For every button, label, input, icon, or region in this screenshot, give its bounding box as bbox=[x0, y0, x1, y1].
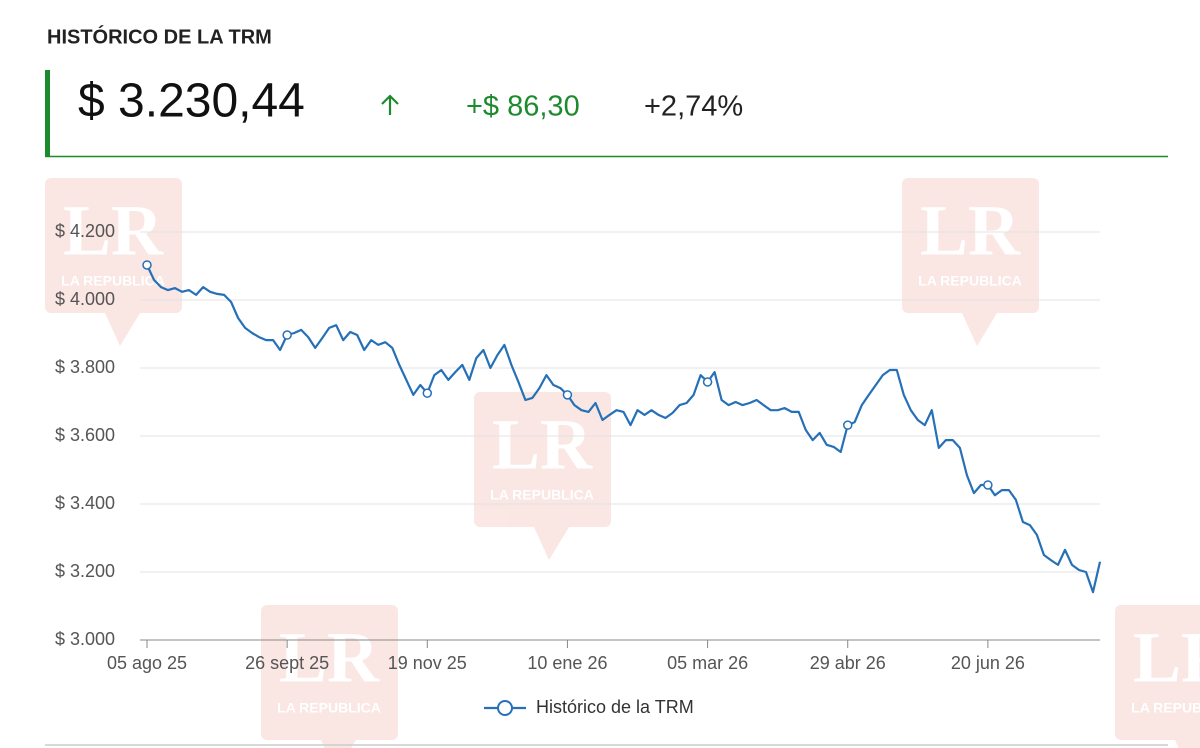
watermark-name: LA REPUBLICA bbox=[918, 273, 1022, 289]
x-tick-label: 29 abr 26 bbox=[810, 653, 886, 673]
watermark-logo: LR LA REPUBLICA bbox=[1115, 605, 1200, 748]
x-tick-label: 26 sept 25 bbox=[245, 653, 329, 673]
point-marker bbox=[422, 388, 433, 398]
legend-marker bbox=[497, 700, 513, 716]
watermark-tail bbox=[534, 527, 569, 560]
point-marker bbox=[562, 390, 573, 400]
price: $ 3.230,44 bbox=[78, 75, 305, 128]
watermark-name: LA REPUBLICA bbox=[277, 700, 381, 716]
y-tick-label: $ 4.000 bbox=[55, 289, 115, 309]
legend-label: Histórico de la TRM bbox=[536, 697, 694, 717]
watermark-logo-text: LR bbox=[279, 618, 380, 698]
price-change: +$ 86,30 bbox=[466, 91, 580, 123]
y-tick-label: $ 3.800 bbox=[55, 357, 115, 377]
watermark-box bbox=[45, 178, 182, 313]
price-change-percent: +2,74% bbox=[644, 91, 743, 123]
y-tick-label: $ 3.400 bbox=[55, 493, 115, 513]
point-marker bbox=[842, 420, 853, 430]
line bbox=[146, 264, 1102, 594]
point-marker bbox=[702, 377, 713, 387]
point-marker bbox=[282, 330, 292, 340]
watermark-tail bbox=[321, 740, 356, 748]
y-tick-label: $ 3.600 bbox=[55, 425, 115, 445]
x-tick-label: 05 ago 25 bbox=[107, 653, 187, 673]
point-marker bbox=[983, 480, 993, 490]
y-tick-label: $ 3.000 bbox=[55, 629, 115, 649]
watermark-logo: LR LA REPUBLICA bbox=[902, 178, 1039, 346]
watermark-logo-text: LR bbox=[63, 191, 164, 271]
watermark-box bbox=[474, 392, 611, 527]
x-tick-label: 05 mar 26 bbox=[667, 653, 748, 673]
watermarks: LR LA REPUBLICA LR LA REPUBLICA LR LA REPUBLI… bbox=[45, 178, 1200, 748]
x-tick-label: 19 nov 25 bbox=[388, 653, 467, 673]
watermark-name: LA REPUBLICA bbox=[61, 273, 165, 289]
watermark-logo: LR LA REPUBLICA bbox=[474, 392, 611, 560]
watermark-logo-text: LR bbox=[920, 191, 1021, 271]
watermark-box bbox=[1115, 605, 1200, 740]
watermark-logo-text: LR bbox=[1133, 618, 1200, 698]
watermark-box bbox=[261, 605, 398, 740]
page-title: HISTÓRICO DE LA TRM bbox=[47, 24, 272, 48]
watermark-logo: LR LA REPUBLICA bbox=[45, 178, 182, 346]
up-arrow bbox=[381, 94, 399, 115]
x-tick-label: 10 ene 26 bbox=[527, 653, 607, 673]
watermark-tail bbox=[962, 313, 997, 346]
point-marker bbox=[142, 260, 152, 270]
watermark-box bbox=[902, 178, 1039, 313]
watermark-name: LA REPUBLICA bbox=[1131, 700, 1200, 716]
accent-bar bbox=[45, 70, 50, 157]
watermark-logo: LR LA REPUBLICA bbox=[261, 605, 398, 748]
watermark-name: LA REPUBLICA bbox=[490, 487, 594, 503]
watermark-logo-text: LR bbox=[492, 405, 593, 485]
watermark-tail bbox=[105, 313, 140, 346]
y-tick-label: $ 4.200 bbox=[55, 221, 115, 241]
x-tick-label: 20 jun 26 bbox=[951, 653, 1025, 673]
y-tick-label: $ 3.200 bbox=[55, 561, 115, 581]
watermark-tail bbox=[1175, 740, 1200, 748]
